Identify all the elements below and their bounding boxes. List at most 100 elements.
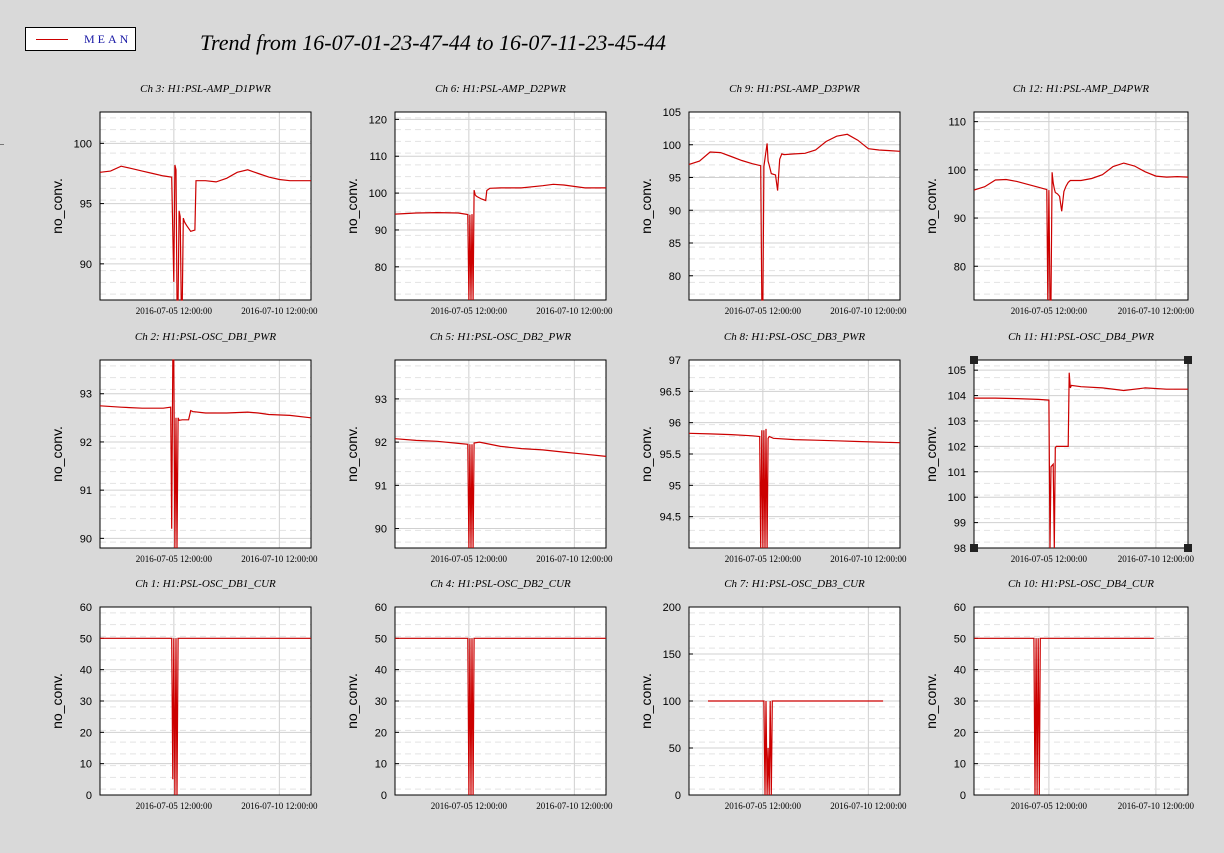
plot-area-5 [100, 360, 311, 548]
legend: MEAN [25, 27, 136, 51]
y-tick-label: 105 [663, 107, 681, 119]
y-tick-label: 94.5 [660, 512, 681, 524]
x-tick-label: 2016-07-10 12:00:00 [536, 801, 613, 811]
plot-frame-9 [99, 606, 312, 796]
y-tick-label: 104 [948, 391, 966, 403]
y-tick-label: 0 [675, 790, 681, 802]
y-tick-label: 97 [669, 355, 681, 367]
y-tick-label: 80 [954, 261, 966, 273]
y-tick-label: 30 [375, 696, 387, 708]
y-tick-label: 90 [954, 213, 966, 225]
chart-title-3: Ch 9: H1:PSL-AMP_D3PWR [729, 83, 860, 95]
y-axis-label-12: no_conv. [923, 673, 939, 729]
chart-title-5: Ch 2: H1:PSL-OSC_DB1_PWR [135, 331, 276, 343]
y-tick-label: 150 [663, 649, 681, 661]
chart-title-2: Ch 6: H1:PSL-AMP_D2PWR [435, 83, 566, 95]
y-tick-label: 90 [375, 524, 387, 536]
y-tick-label: 85 [669, 238, 681, 250]
y-tick-label: 90 [375, 225, 387, 237]
y-axis-label-3: no_conv. [638, 178, 654, 234]
y-tick-label: 100 [663, 140, 681, 152]
x-tick-label: 2016-07-10 12:00:00 [241, 554, 318, 564]
selection-handle [1184, 544, 1192, 552]
y-axis-label-2: no_conv. [344, 178, 360, 234]
chart-title-10: Ch 4: H1:PSL-OSC_DB2_CUR [430, 578, 571, 590]
y-tick-label: 100 [74, 138, 92, 150]
y-tick-label: 20 [954, 727, 966, 739]
series-line-9 [100, 637, 311, 796]
series-line-7 [688, 428, 901, 549]
y-tick-label: 100 [948, 492, 966, 504]
x-tick-label: 2016-07-05 12:00:00 [431, 801, 508, 811]
x-tick-label: 2016-07-05 12:00:00 [725, 554, 802, 564]
x-tick-label: 2016-07-05 12:00:00 [725, 801, 802, 811]
y-tick-label: 90 [669, 205, 681, 217]
y-tick-label: 99 [954, 518, 966, 530]
plot-area-2 [395, 112, 606, 300]
series-line-10 [395, 637, 606, 796]
y-tick-label: 90 [80, 533, 92, 545]
series-line-12 [974, 637, 1154, 796]
y-tick-label: 96 [669, 418, 681, 430]
series-line-2 [394, 183, 606, 301]
x-tick-label: 2016-07-05 12:00:00 [1011, 306, 1088, 316]
x-tick-label: 2016-07-10 12:00:00 [241, 306, 318, 316]
x-tick-label: 2016-07-05 12:00:00 [136, 306, 213, 316]
y-axis-label-11: no_conv. [638, 673, 654, 729]
y-tick-label: 110 [948, 117, 966, 129]
edge-mark [0, 144, 4, 145]
plot-frame-10 [394, 606, 607, 796]
y-tick-label: 50 [669, 743, 681, 755]
x-tick-label: 2016-07-05 12:00:00 [136, 554, 213, 564]
x-tick-label: 2016-07-05 12:00:00 [136, 801, 213, 811]
chart-title-8: Ch 11: H1:PSL-OSC_DB4_PWR [1008, 331, 1154, 343]
legend-label: MEAN [84, 32, 132, 46]
y-tick-label: 50 [954, 633, 966, 645]
x-tick-label: 2016-07-05 12:00:00 [1011, 554, 1088, 564]
x-tick-label: 2016-07-10 12:00:00 [830, 554, 907, 564]
y-tick-label: 91 [375, 480, 387, 492]
selection-handle [970, 356, 978, 364]
plot-frame-4 [973, 111, 1189, 301]
y-tick-label: 105 [948, 365, 966, 377]
y-tick-label: 200 [663, 602, 681, 614]
plot-frame-1 [99, 111, 312, 301]
chart-title-6: Ch 5: H1:PSL-OSC_DB2_PWR [430, 331, 571, 343]
plot-frame-11 [688, 606, 901, 796]
plot-area-3 [689, 112, 900, 300]
y-tick-label: 60 [954, 602, 966, 614]
plot-frame-5 [99, 359, 312, 549]
chart-title-12: Ch 10: H1:PSL-OSC_DB4_CUR [1008, 578, 1154, 590]
y-tick-label: 93 [80, 389, 92, 401]
y-tick-label: 92 [375, 437, 387, 449]
page-title: Trend from 16-07-01-23-47-44 to 16-07-11… [200, 30, 667, 55]
y-tick-label: 40 [80, 665, 92, 677]
y-tick-label: 90 [80, 259, 92, 271]
y-tick-label: 80 [375, 262, 387, 274]
y-axis-label-8: no_conv. [923, 426, 939, 482]
y-tick-label: 30 [954, 696, 966, 708]
y-axis-label-6: no_conv. [344, 426, 360, 482]
y-tick-label: 96.5 [660, 386, 681, 398]
y-tick-label: 30 [80, 696, 92, 708]
y-axis-label-4: no_conv. [923, 178, 939, 234]
plot-frame-6 [394, 359, 607, 549]
chart-title-7: Ch 8: H1:PSL-OSC_DB3_PWR [724, 331, 865, 343]
series-line-4 [973, 162, 1189, 301]
x-tick-label: 2016-07-10 12:00:00 [830, 306, 907, 316]
y-tick-label: 60 [375, 602, 387, 614]
y-tick-label: 103 [948, 416, 966, 428]
y-tick-label: 110 [369, 151, 387, 163]
y-tick-label: 10 [954, 759, 966, 771]
y-tick-label: 80 [669, 271, 681, 283]
y-tick-label: 102 [948, 441, 966, 453]
y-tick-label: 95.5 [660, 449, 681, 461]
y-axis-label-10: no_conv. [344, 673, 360, 729]
y-tick-label: 10 [375, 759, 387, 771]
y-tick-label: 40 [375, 665, 387, 677]
plot-area-8 [974, 360, 1188, 548]
chart-title-9: Ch 1: H1:PSL-OSC_DB1_CUR [135, 578, 276, 590]
x-tick-label: 2016-07-10 12:00:00 [536, 306, 613, 316]
y-tick-label: 93 [375, 394, 387, 406]
y-tick-label: 98 [954, 543, 966, 555]
